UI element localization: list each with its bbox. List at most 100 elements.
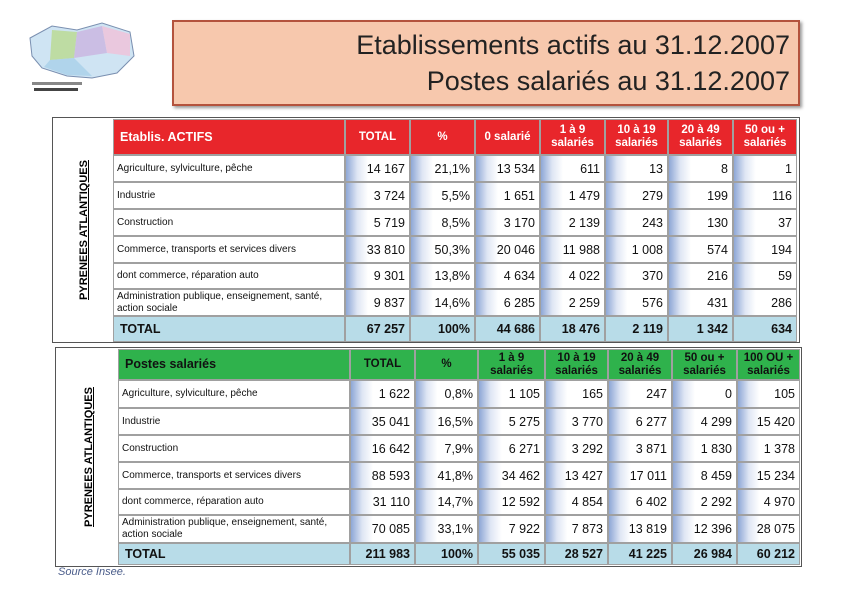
table-cell: 13 427 <box>545 462 608 489</box>
table-cell: 35 041 <box>350 408 415 435</box>
table-cell: 34 462 <box>478 462 545 489</box>
column-header: 1 à 9 salariés <box>478 349 545 380</box>
table-cell: 4 022 <box>540 263 605 289</box>
row-label: dont commerce, réparation auto <box>113 263 345 289</box>
table-cell: 165 <box>545 380 608 408</box>
table-cell: 41 225 <box>608 543 672 565</box>
table-cell: 100% <box>415 543 478 565</box>
table-cell: 60 212 <box>737 543 800 565</box>
column-header: 20 à 49 salariés <box>668 119 733 155</box>
source-note: Source Insee. <box>58 566 126 578</box>
table-cell: 1 <box>733 155 797 182</box>
table-cell: 28 075 <box>737 515 800 543</box>
table-cell: 1 830 <box>672 435 737 462</box>
table-cell: 18 476 <box>540 316 605 342</box>
table-cell: 7,9% <box>415 435 478 462</box>
column-header: TOTAL <box>345 119 410 155</box>
side-label: PYRENEES ATLANTIQUES <box>83 387 95 527</box>
table-cell: 20 046 <box>475 236 540 263</box>
table-cell: 28 527 <box>545 543 608 565</box>
table-cell: 4 634 <box>475 263 540 289</box>
row-label: Commerce, transports et services divers <box>118 462 350 489</box>
table-cell: 1 479 <box>540 182 605 209</box>
column-header: % <box>410 119 475 155</box>
column-header: 20 à 49 salariés <box>608 349 672 380</box>
row-label: Administration publique, enseignement, s… <box>118 515 350 543</box>
row-label: Commerce, transports et services divers <box>113 236 345 263</box>
table-cell: 16 642 <box>350 435 415 462</box>
table-cell: 8 <box>668 155 733 182</box>
table-cell: 7 922 <box>478 515 545 543</box>
table-frame <box>55 347 802 567</box>
table-cell: 9 301 <box>345 263 410 289</box>
table-cell: 33 810 <box>345 236 410 263</box>
table-cell: 12 396 <box>672 515 737 543</box>
table-cell: 100% <box>410 316 475 342</box>
table-cell: 211 983 <box>350 543 415 565</box>
table-cell: 5,5% <box>410 182 475 209</box>
table-cell: 2 119 <box>605 316 668 342</box>
table-cell: 3 871 <box>608 435 672 462</box>
column-header: 0 salarié <box>475 119 540 155</box>
table-cell: 4 854 <box>545 489 608 515</box>
table-cell: 199 <box>668 182 733 209</box>
table-cell: 13 534 <box>475 155 540 182</box>
table-cell: 1 378 <box>737 435 800 462</box>
table-cell: 116 <box>733 182 797 209</box>
table-cell: 67 257 <box>345 316 410 342</box>
table-cell: 1 622 <box>350 380 415 408</box>
row-label: TOTAL <box>113 316 345 342</box>
table-cell: 33,1% <box>415 515 478 543</box>
table-cell: 7 873 <box>545 515 608 543</box>
row-label: Construction <box>113 209 345 236</box>
table-cell: 1 651 <box>475 182 540 209</box>
table-cell: 4 299 <box>672 408 737 435</box>
column-header: Etablis. ACTIFS <box>113 119 345 155</box>
table-cell: 1 342 <box>668 316 733 342</box>
table-cell: 14 167 <box>345 155 410 182</box>
table-cell: 1 008 <box>605 236 668 263</box>
column-header: Postes salariés <box>118 349 350 380</box>
table-cell: 31 110 <box>350 489 415 515</box>
row-label: Administration publique, enseignement, s… <box>113 289 345 316</box>
table-cell: 130 <box>668 209 733 236</box>
column-header: 50 ou + salariés <box>672 349 737 380</box>
table-cell: 6 277 <box>608 408 672 435</box>
table-cell: 12 592 <box>478 489 545 515</box>
table-cell: 243 <box>605 209 668 236</box>
column-header: 100 OU + salariés <box>737 349 800 380</box>
table-cell: 370 <box>605 263 668 289</box>
table-cell: 634 <box>733 316 797 342</box>
table-cell: 247 <box>608 380 672 408</box>
region-map-logo <box>29 22 135 91</box>
table-cell: 4 970 <box>737 489 800 515</box>
table-frame <box>52 117 800 343</box>
table-cell: 11 988 <box>540 236 605 263</box>
column-header: TOTAL <box>350 349 415 380</box>
table-cell: 5 275 <box>478 408 545 435</box>
table-cell: 0,8% <box>415 380 478 408</box>
table-cell: 6 285 <box>475 289 540 316</box>
subtitle: Postes salariés au 31.12.2007 <box>426 66 790 96</box>
table-cell: 2 292 <box>672 489 737 515</box>
table-cell: 9 837 <box>345 289 410 316</box>
title-box: Etablissements actifs au 31.12.2007 Post… <box>172 20 800 106</box>
table-cell: 216 <box>668 263 733 289</box>
row-label: Construction <box>118 435 350 462</box>
table-cell: 55 035 <box>478 543 545 565</box>
table-cell: 576 <box>605 289 668 316</box>
table-cell: 286 <box>733 289 797 316</box>
table-cell: 13,8% <box>410 263 475 289</box>
column-header: 1 à 9 salariés <box>540 119 605 155</box>
table-cell: 279 <box>605 182 668 209</box>
table-cell: 574 <box>668 236 733 263</box>
table-cell: 21,1% <box>410 155 475 182</box>
table-cell: 3 170 <box>475 209 540 236</box>
row-label: Industrie <box>118 408 350 435</box>
table-cell: 0 <box>672 380 737 408</box>
row-label: Agriculture, sylviculture, pêche <box>113 155 345 182</box>
table-cell: 3 724 <box>345 182 410 209</box>
column-header: 10 à 19 salariés <box>545 349 608 380</box>
table-cell: 16,5% <box>415 408 478 435</box>
